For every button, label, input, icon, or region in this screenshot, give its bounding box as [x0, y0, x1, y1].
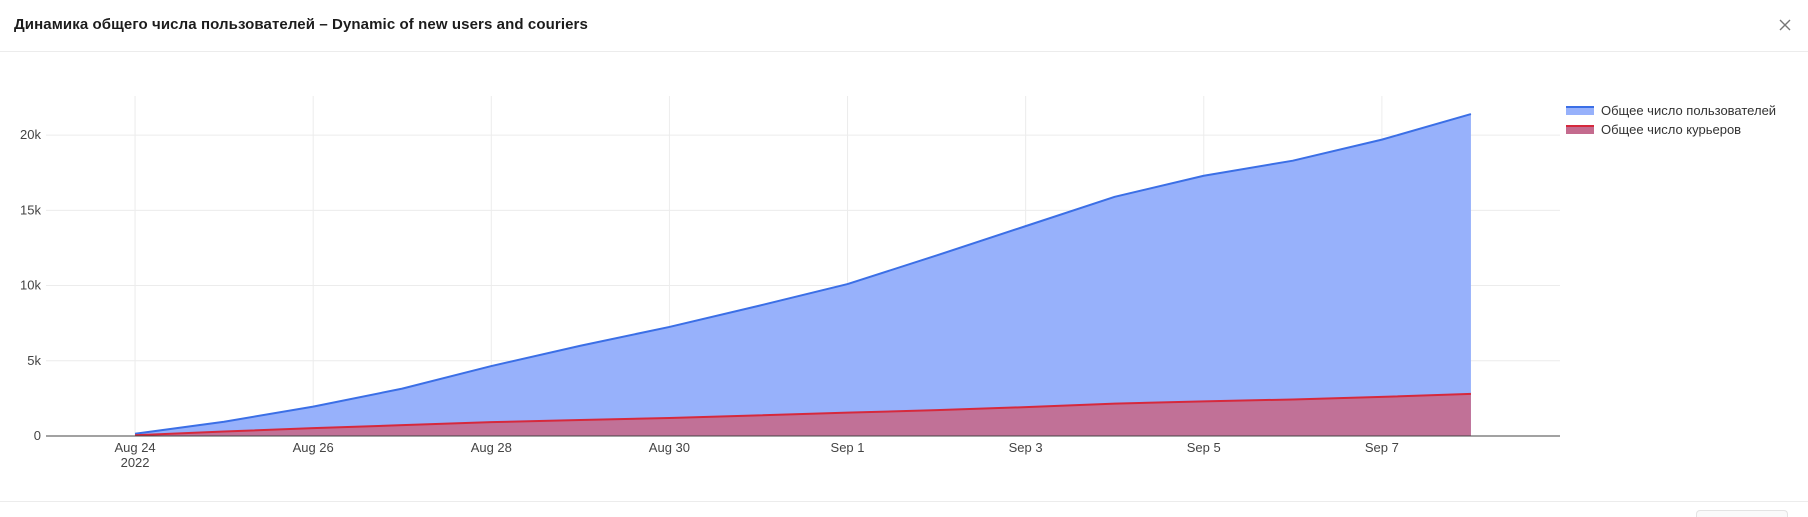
y-tick-label: 0: [34, 428, 41, 443]
close-icon[interactable]: [1776, 16, 1794, 34]
modal-header: Динамика общего числа пользователей – Dy…: [0, 0, 1808, 52]
series-line-2: [135, 392, 1471, 437]
y-tick-label: 20k: [20, 127, 41, 142]
x-tick-sublabel: 2022: [121, 455, 150, 470]
legend-label-1: Общее число пользователей: [1601, 103, 1776, 118]
x-tick-label: Aug 26: [293, 440, 334, 455]
x-tick-label: Sep 3: [1009, 440, 1043, 455]
x-tick-label: Aug 30: [649, 440, 690, 455]
y-tick-label: 10k: [20, 278, 41, 293]
x-tick-label: Aug 28: [471, 440, 512, 455]
legend-swatch-2: [1566, 126, 1594, 134]
y-tick-label: 5k: [27, 353, 41, 368]
x-tick-label: Sep 1: [831, 440, 865, 455]
x-tick-label: Sep 5: [1187, 440, 1221, 455]
series-line-1: [134, 113, 1472, 435]
legend-swatch-1: [1566, 107, 1594, 115]
y-tick-label: 15k: [20, 202, 41, 217]
series-area-1: [135, 114, 1471, 437]
x-tick-label: Sep 7: [1365, 440, 1399, 455]
chart-area: 0 5k 10k 15k 20k Aug 24 2022 Aug 26 Aug 28 Aug 30…: [0, 52, 1808, 502]
legend-label-2: Общее число курьеров: [1601, 122, 1741, 137]
footer-divider: [0, 501, 1808, 502]
chart-title: Динамика общего числа пользователей – Dy…: [14, 16, 588, 33]
x-tick-label: Aug 24: [114, 440, 155, 455]
